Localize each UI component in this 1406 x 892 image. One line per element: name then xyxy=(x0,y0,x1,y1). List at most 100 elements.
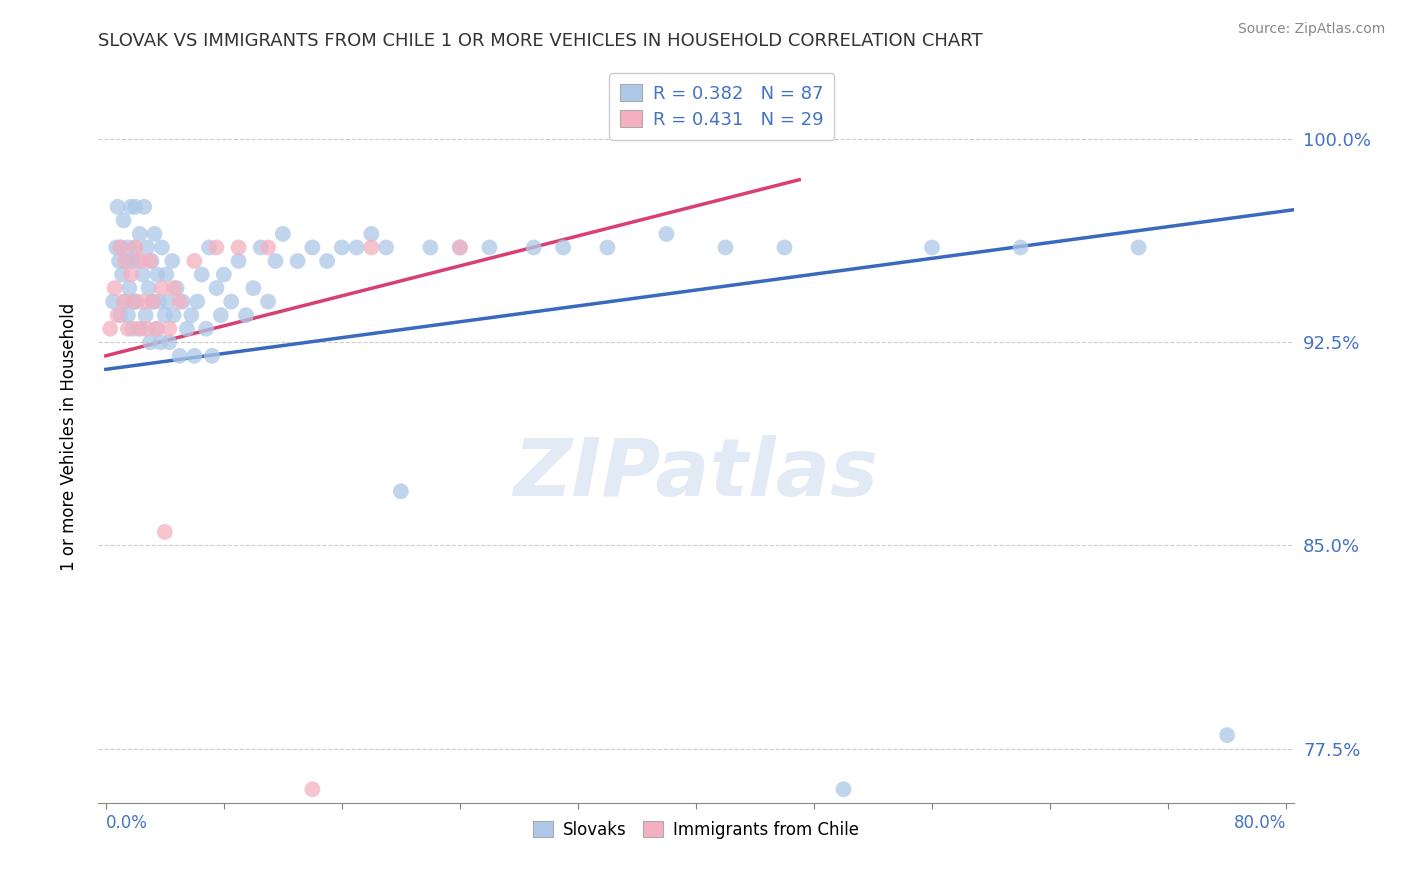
Point xyxy=(287,254,309,268)
Point xyxy=(714,240,737,254)
Point xyxy=(117,308,139,322)
Point xyxy=(1010,240,1032,254)
Point xyxy=(101,294,124,309)
Point xyxy=(228,240,250,254)
Point xyxy=(169,294,191,309)
Point xyxy=(142,294,165,309)
Point xyxy=(553,240,575,254)
Point xyxy=(108,254,131,268)
Point xyxy=(121,322,143,336)
Point xyxy=(128,227,150,241)
Point xyxy=(124,240,146,254)
Point xyxy=(104,281,127,295)
Point xyxy=(183,254,205,268)
Point xyxy=(301,782,323,797)
Point xyxy=(921,240,943,254)
Point xyxy=(122,294,145,309)
Point xyxy=(160,254,183,268)
Point xyxy=(190,268,212,282)
Point xyxy=(153,308,176,322)
Point xyxy=(135,308,157,322)
Point xyxy=(360,227,382,241)
Point xyxy=(523,240,546,254)
Point xyxy=(235,308,257,322)
Point xyxy=(449,240,471,254)
Point xyxy=(115,254,138,268)
Point xyxy=(107,200,129,214)
Point xyxy=(110,240,132,254)
Point xyxy=(249,240,271,254)
Point xyxy=(1216,728,1239,742)
Point xyxy=(209,308,232,322)
Point xyxy=(242,281,264,295)
Point xyxy=(156,294,179,309)
Point xyxy=(118,281,141,295)
Point xyxy=(219,294,242,309)
Point xyxy=(163,281,186,295)
Point xyxy=(205,281,228,295)
Point xyxy=(316,254,339,268)
Point xyxy=(195,322,218,336)
Point xyxy=(110,240,132,254)
Point xyxy=(127,254,149,268)
Point xyxy=(389,484,412,499)
Point xyxy=(166,281,188,295)
Point xyxy=(183,349,205,363)
Point xyxy=(124,200,146,214)
Point xyxy=(134,294,156,309)
Point xyxy=(346,240,368,254)
Point xyxy=(142,294,165,309)
Point xyxy=(257,294,280,309)
Point xyxy=(139,254,162,268)
Point xyxy=(157,335,180,350)
Point xyxy=(121,254,143,268)
Point xyxy=(419,240,441,254)
Point xyxy=(176,322,198,336)
Point xyxy=(110,308,132,322)
Point xyxy=(150,240,173,254)
Point xyxy=(163,308,186,322)
Point xyxy=(141,254,163,268)
Point xyxy=(122,294,145,309)
Point xyxy=(134,200,156,214)
Point xyxy=(205,240,228,254)
Point xyxy=(150,281,173,295)
Point xyxy=(375,240,398,254)
Point xyxy=(301,240,323,254)
Point xyxy=(201,349,224,363)
Point xyxy=(596,240,619,254)
Point xyxy=(125,294,148,309)
Point xyxy=(212,268,235,282)
Point xyxy=(655,227,678,241)
Point xyxy=(138,281,160,295)
Point xyxy=(114,294,136,309)
Text: 80.0%: 80.0% xyxy=(1234,814,1286,832)
Point xyxy=(98,322,121,336)
Point xyxy=(136,240,159,254)
Point xyxy=(105,240,128,254)
Text: 0.0%: 0.0% xyxy=(105,814,148,832)
Point xyxy=(149,335,172,350)
Point xyxy=(330,240,353,254)
Text: SLOVAK VS IMMIGRANTS FROM CHILE 1 OR MORE VEHICLES IN HOUSEHOLD CORRELATION CHAR: SLOVAK VS IMMIGRANTS FROM CHILE 1 OR MOR… xyxy=(98,32,983,50)
Point xyxy=(136,322,159,336)
Point xyxy=(271,227,294,241)
Point xyxy=(146,322,169,336)
Point xyxy=(449,240,471,254)
Point xyxy=(1128,240,1150,254)
Point xyxy=(172,294,194,309)
Text: Source: ZipAtlas.com: Source: ZipAtlas.com xyxy=(1237,22,1385,37)
Legend: Slovaks, Immigrants from Chile: Slovaks, Immigrants from Chile xyxy=(526,814,866,846)
Point xyxy=(107,308,129,322)
Point xyxy=(180,308,202,322)
Point xyxy=(143,227,166,241)
Point xyxy=(112,294,135,309)
Point xyxy=(117,240,139,254)
Text: ZIPatlas: ZIPatlas xyxy=(513,434,879,513)
Point xyxy=(360,240,382,254)
Point xyxy=(117,322,139,336)
Point xyxy=(120,200,142,214)
Point xyxy=(157,322,180,336)
Point xyxy=(146,268,169,282)
Point xyxy=(145,322,167,336)
